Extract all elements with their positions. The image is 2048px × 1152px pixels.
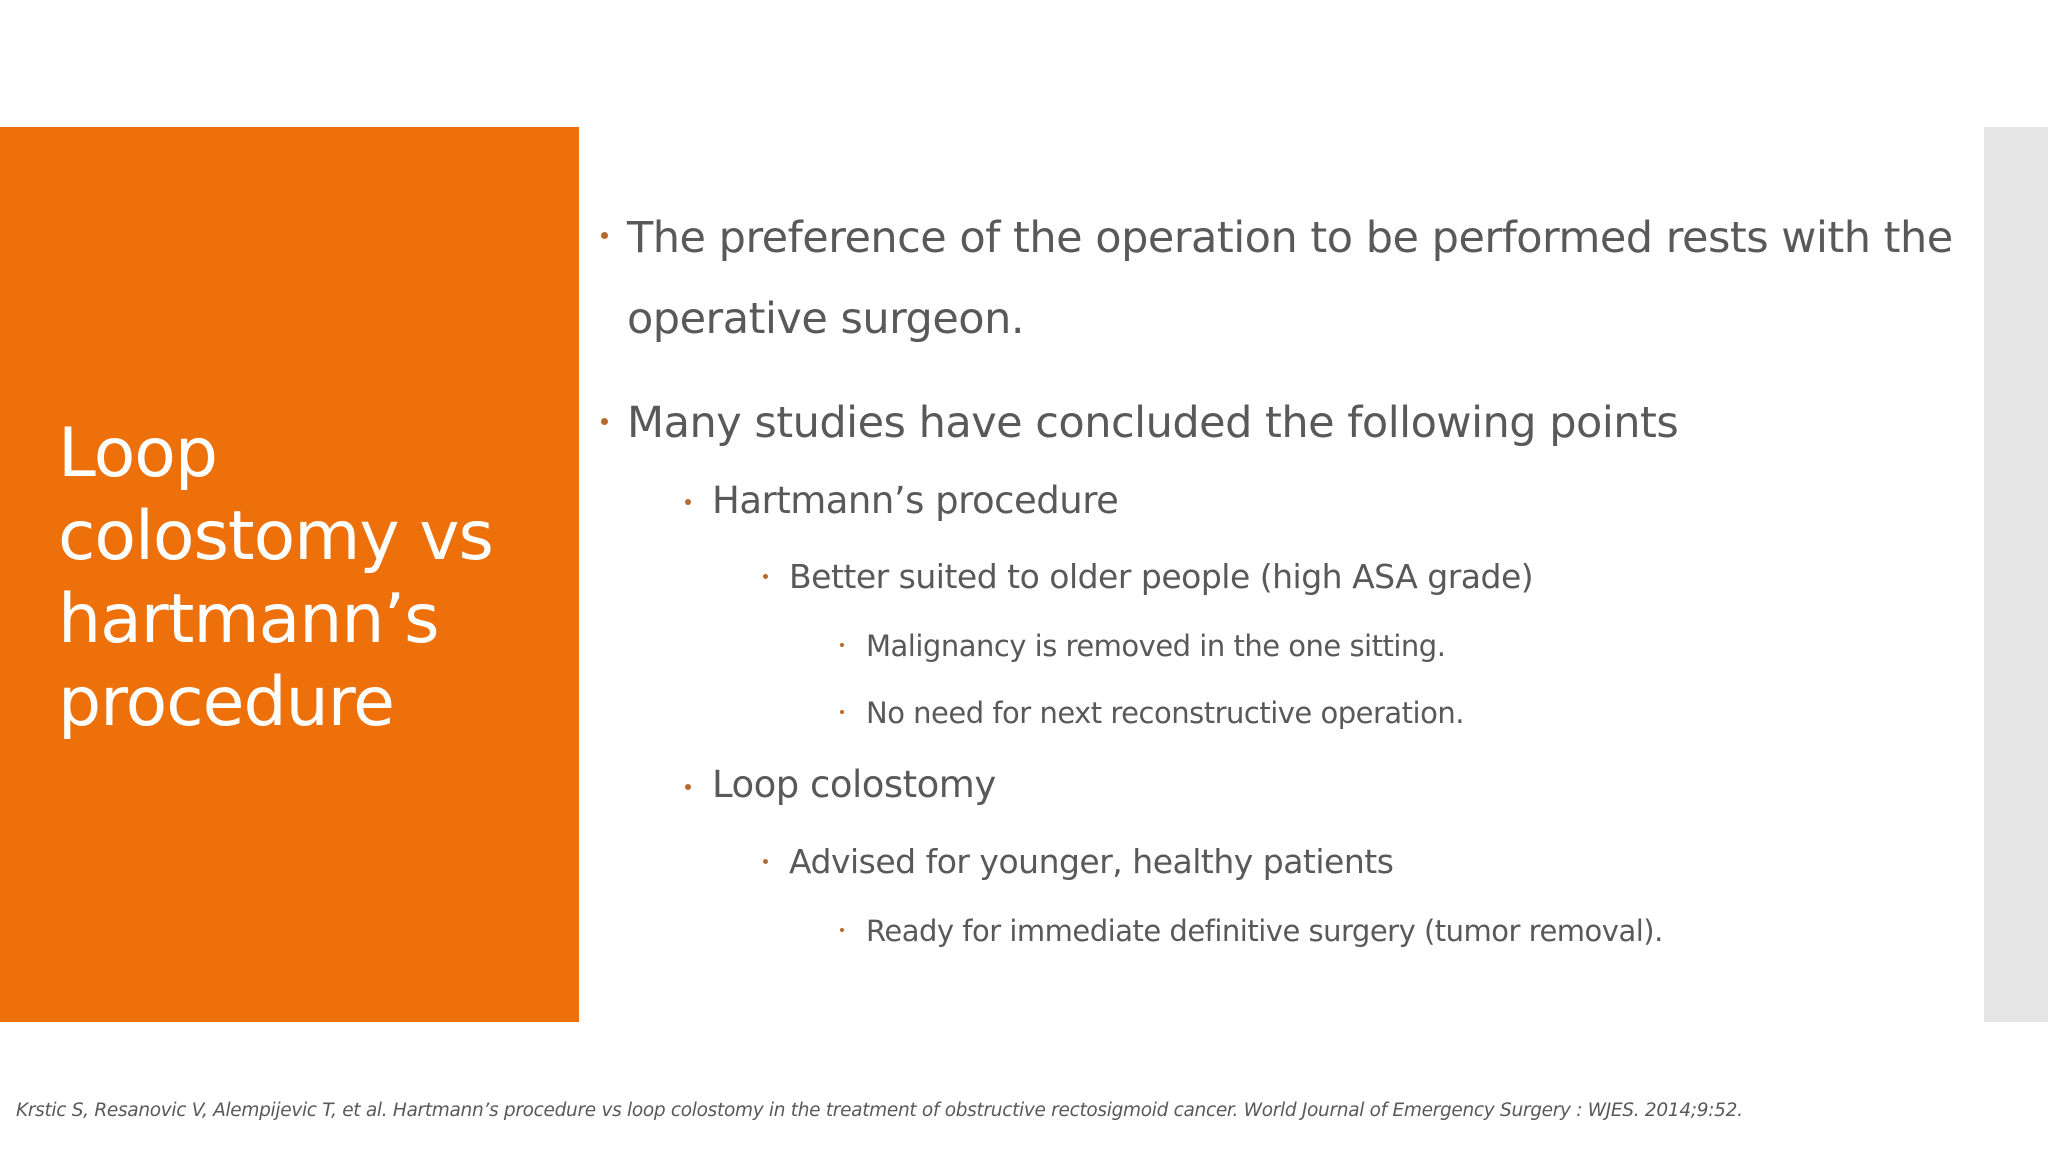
bullet-text: Ready for immediate definitive surgery (… (866, 914, 1663, 948)
bullet-text: The preference of the operation to be pe… (627, 213, 1953, 344)
bullet-item-level-1: Many studies have concluded the followin… (627, 383, 1967, 464)
title-panel (0, 127, 579, 1022)
bullet-text: Many studies have concluded the followin… (627, 398, 1679, 448)
bullet-text: Better suited to older people (high ASA … (789, 557, 1534, 596)
bullet-item-level-2: Hartmann’s procedure (712, 478, 1119, 524)
bullet-icon (840, 928, 844, 932)
bullet-text: No need for next reconstructive operatio… (866, 696, 1464, 730)
citation-text: Krstic S, Resanovic V, Alempijevic T, et… (16, 1100, 1743, 1121)
bullet-text: Loop colostomy (712, 763, 996, 806)
bullet-item-level-3: Advised for younger, healthy patients (789, 841, 1394, 883)
bullet-icon (685, 499, 691, 505)
bullet-item-level-2: Loop colostomy (712, 762, 996, 808)
bullet-item-level-4: Malignancy is removed in the one sitting… (866, 627, 1446, 665)
bullet-item-level-4: Ready for immediate definitive surgery (… (866, 912, 1663, 950)
bullet-item-level-4: No need for next reconstructive operatio… (866, 694, 1464, 732)
bullet-icon (763, 574, 768, 579)
bullet-text: Hartmann’s procedure (712, 479, 1119, 522)
bullet-text: Malignancy is removed in the one sitting… (866, 629, 1446, 663)
bullet-icon (840, 643, 844, 647)
bullet-icon (763, 859, 768, 864)
bullet-icon (685, 784, 691, 790)
bullet-icon (601, 232, 608, 239)
bullet-icon (601, 418, 608, 425)
side-decoration-bar (1984, 127, 2048, 1022)
slide-title: Loop colostomy vs hartmann’s procedure (58, 414, 494, 742)
bullet-icon (840, 710, 844, 714)
bullet-item-level-1: The preference of the operation to be pe… (627, 198, 1967, 360)
bullet-item-level-3: Better suited to older people (high ASA … (789, 556, 1534, 598)
bullet-text: Advised for younger, healthy patients (789, 842, 1394, 881)
